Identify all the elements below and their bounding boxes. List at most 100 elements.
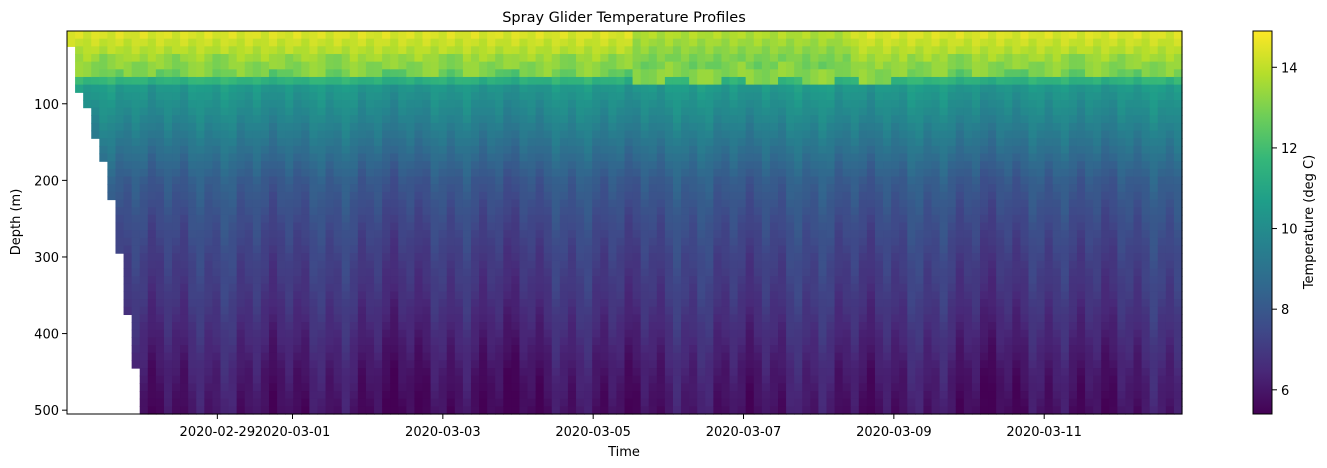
heatmap-cell <box>697 207 706 216</box>
heatmap-cell <box>357 406 367 415</box>
heatmap-cell <box>325 199 335 208</box>
heatmap-cell <box>729 122 739 132</box>
heatmap-cell <box>761 230 771 239</box>
heatmap-cell <box>163 92 173 101</box>
heatmap-cell <box>236 138 246 147</box>
heatmap-cell <box>592 237 601 247</box>
heatmap-cell <box>309 329 319 338</box>
heatmap-cell <box>745 199 755 208</box>
heatmap-cell <box>705 61 714 70</box>
heatmap-cell <box>220 406 230 415</box>
heatmap-cell <box>438 53 448 63</box>
heatmap-cell <box>858 352 868 361</box>
heatmap-cell <box>608 398 618 407</box>
heatmap-cell <box>390 76 399 86</box>
heatmap-cell <box>204 352 214 361</box>
heatmap-cell <box>503 299 512 308</box>
heatmap-cell <box>592 345 601 354</box>
heatmap-cell <box>341 138 351 147</box>
heatmap-cell <box>519 237 529 247</box>
heatmap-cell <box>414 115 424 124</box>
heatmap-cell <box>228 337 238 346</box>
heatmap-cell <box>826 406 836 415</box>
heatmap-cell <box>487 314 496 323</box>
heatmap-cell <box>390 222 399 231</box>
heatmap-cell <box>899 214 908 224</box>
heatmap-cell <box>616 352 626 361</box>
heatmap-cell <box>252 375 262 384</box>
heatmap-cell <box>470 161 480 170</box>
heatmap-cell <box>325 260 335 270</box>
heatmap-cell <box>277 398 286 407</box>
heatmap-cell <box>123 245 133 254</box>
heatmap-cell <box>228 130 238 139</box>
heatmap-cell <box>899 115 908 124</box>
heatmap-cell <box>228 207 238 216</box>
heatmap-cell <box>123 69 133 78</box>
heatmap-cell <box>858 31 868 40</box>
heatmap-cell <box>761 76 771 86</box>
heatmap-cell <box>681 115 690 124</box>
heatmap-cell <box>180 322 189 331</box>
heatmap-cell <box>438 199 448 208</box>
heatmap-cell <box>317 84 327 93</box>
heatmap-cell <box>196 222 205 231</box>
heatmap-cell <box>390 291 399 300</box>
heatmap-cell <box>769 92 779 101</box>
heatmap-cell <box>608 130 618 139</box>
heatmap-cell <box>196 191 205 201</box>
heatmap-cell <box>729 38 739 47</box>
heatmap-cell <box>745 176 755 185</box>
heatmap-cell <box>559 368 569 377</box>
heatmap-cell <box>172 230 181 239</box>
heatmap-cell <box>640 406 650 415</box>
heatmap-cell <box>470 283 480 293</box>
heatmap-cell <box>559 153 569 162</box>
heatmap-cell <box>600 329 609 338</box>
heatmap-cell <box>430 391 440 400</box>
heatmap-cell <box>907 314 916 323</box>
heatmap-cell <box>608 207 618 216</box>
heatmap-cell <box>624 61 634 70</box>
heatmap-cell <box>422 138 432 147</box>
heatmap-cell <box>891 145 900 155</box>
heatmap-cell <box>826 352 836 361</box>
heatmap-cell <box>277 76 286 86</box>
heatmap-cell <box>842 306 852 316</box>
heatmap-cell <box>535 375 545 384</box>
heatmap-cell <box>479 61 488 70</box>
heatmap-cell <box>293 191 302 201</box>
heatmap-cell <box>681 337 690 346</box>
heatmap-cell <box>584 92 593 101</box>
heatmap-cell <box>414 69 424 78</box>
heatmap-cell <box>786 53 795 63</box>
heatmap-cell <box>874 329 884 338</box>
heatmap-cell <box>212 191 222 201</box>
heatmap-cell <box>131 283 141 293</box>
heatmap-cell <box>697 122 706 132</box>
heatmap-cell <box>689 230 698 239</box>
heatmap-cell <box>454 368 464 377</box>
heatmap-cell <box>745 207 755 216</box>
heatmap-cell <box>624 161 634 170</box>
heatmap-cell <box>220 168 230 178</box>
heatmap-cell <box>252 115 262 124</box>
heatmap-cell <box>188 230 197 239</box>
heatmap-cell <box>866 352 876 361</box>
heatmap-cell <box>826 253 836 262</box>
heatmap-cell <box>285 122 294 132</box>
heatmap-cell <box>462 299 472 308</box>
heatmap-cell <box>858 61 868 70</box>
heatmap-cell <box>672 322 682 331</box>
heatmap-cell <box>511 138 521 147</box>
heatmap-cell <box>576 122 585 132</box>
heatmap-cell <box>899 168 908 178</box>
heatmap-cell <box>155 368 165 377</box>
heatmap-cell <box>576 107 585 116</box>
heatmap-cell <box>438 161 448 170</box>
heatmap-cell <box>349 383 359 392</box>
heatmap-cell <box>422 122 432 132</box>
heatmap-cell <box>866 214 876 224</box>
heatmap-cell <box>430 191 440 201</box>
heatmap-cell <box>592 145 601 155</box>
